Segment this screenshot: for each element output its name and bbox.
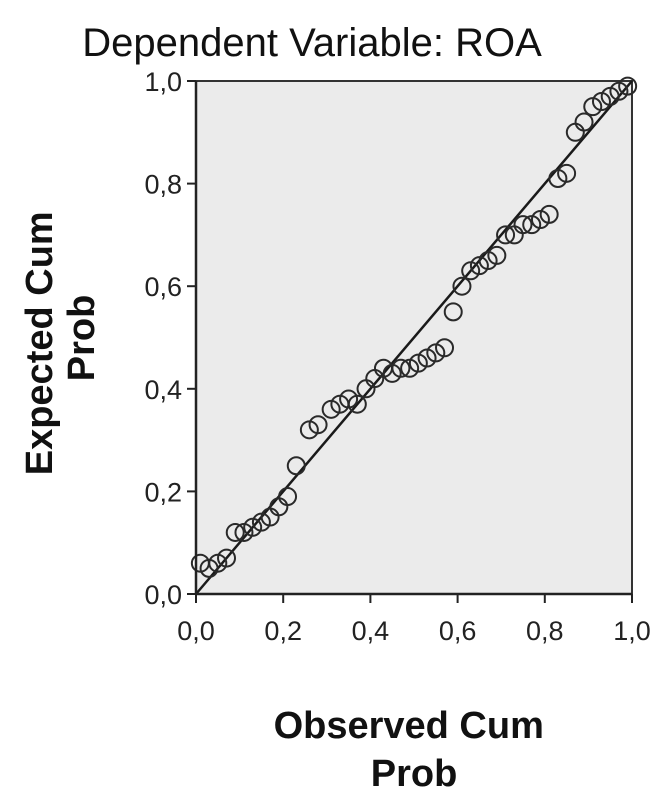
data-point: [513, 215, 533, 235]
data-point: [347, 394, 367, 414]
data-point: [217, 548, 237, 568]
y-axis-label: Expected Cum Prob: [19, 201, 103, 476]
data-point: [574, 112, 594, 132]
data-point: [618, 76, 638, 96]
y-tick-label: 0,8: [144, 170, 182, 200]
axes: [194, 81, 632, 596]
data-point: [496, 225, 516, 245]
x-axis-label: Observed Cum Prob: [274, 705, 555, 795]
x-tick-label: 0,6: [439, 616, 477, 646]
x-axis-label-line-1: Observed Cum: [274, 705, 544, 747]
x-tick-label: 0,4: [352, 616, 390, 646]
data-point: [286, 456, 306, 476]
data-point: [435, 338, 455, 358]
data-point: [557, 163, 577, 183]
x-tick-label: 1,0: [613, 616, 651, 646]
x-tick-label: 0,8: [526, 616, 564, 646]
data-point: [539, 204, 559, 224]
data-point: [278, 487, 298, 507]
y-axis-label-line-1: Expected Cum: [19, 211, 61, 475]
x-tick-label: 0,0: [177, 616, 215, 646]
y-tick-label: 0,0: [144, 580, 182, 610]
data-point: [308, 415, 328, 435]
data-point: [452, 276, 472, 296]
data-point: [225, 522, 245, 542]
chart-title: Dependent Variable: ROA: [82, 21, 542, 65]
data-point: [487, 245, 507, 265]
data-point: [443, 302, 463, 322]
x-axis-label-line-2: Prob: [371, 753, 458, 795]
y-axis-label-line-2: Prob: [61, 295, 103, 382]
tick-labels: 0,0 0,2 0,4 0,6 0,8 1,0 0,0 0,2 0,4 0,6 0,8 1,0: [144, 67, 650, 646]
data-points: [190, 76, 638, 578]
data-point: [391, 358, 411, 378]
y-tick-label: 1,0: [144, 67, 182, 97]
y-tick-label: 0,4: [144, 375, 182, 405]
y-tick-label: 0,2: [144, 477, 182, 507]
y-tick-label: 0,6: [144, 272, 182, 302]
x-tick-label: 0,2: [264, 616, 302, 646]
